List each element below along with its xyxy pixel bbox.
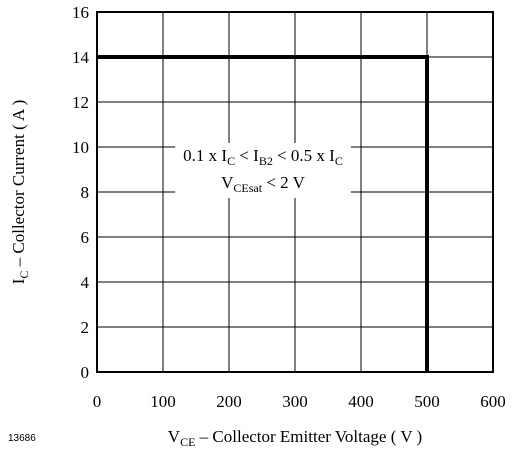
y-tick-label: 12 (72, 93, 89, 112)
x-axis-label: VCE – Collector Emitter Voltage ( V ) (168, 427, 422, 449)
y-tick-label: 14 (72, 48, 90, 67)
x-tick-label: 0 (93, 392, 102, 411)
y-tick-label: 2 (81, 318, 90, 337)
annotation-line-2: VCEsat < 2 V (221, 173, 305, 195)
x-tick-label: 400 (348, 392, 374, 411)
figure-id: 13686 (8, 433, 36, 444)
y-tick-label: 8 (81, 183, 90, 202)
x-tick-label: 500 (414, 392, 440, 411)
y-tick-label: 0 (81, 363, 90, 382)
annotation-line-1: 0.1 x IC < IB2 < 0.5 x IC (183, 146, 343, 168)
x-tick-label: 100 (150, 392, 176, 411)
x-tick-label: 200 (216, 392, 242, 411)
y-axis-label: IC – Collector Current ( A ) (9, 100, 31, 285)
y-tick-label: 4 (81, 273, 90, 292)
tick-labels: 0 100 200 300 400 500 600 0 2 4 6 8 10 12 14 16 (72, 3, 506, 411)
y-tick-label: 10 (72, 138, 89, 157)
x-tick-label: 600 (480, 392, 506, 411)
annotation-background (175, 143, 351, 198)
x-tick-label: 300 (282, 392, 308, 411)
y-tick-label: 16 (72, 3, 89, 22)
safe-operating-area-line (97, 55, 429, 372)
y-tick-label: 6 (81, 228, 90, 247)
plot-frame (96, 11, 494, 373)
